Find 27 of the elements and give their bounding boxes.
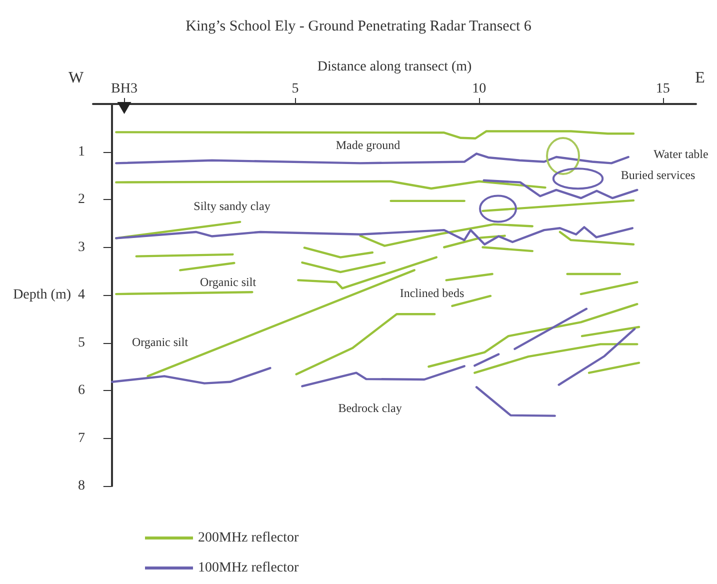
legend-label: 100MHz reflector: [198, 560, 300, 576]
y-tick-label: 6: [78, 383, 85, 398]
annotation: Organic silt: [200, 275, 257, 289]
annotation: Water table: [654, 147, 708, 161]
y-tick-label: 3: [78, 240, 85, 255]
annotation: Organic silt: [132, 335, 189, 349]
y-axis-title: Depth (m): [13, 288, 72, 302]
x-tick-label: 5: [292, 82, 299, 96]
y-tick-label: 2: [78, 192, 85, 207]
legend-label: 200MHz reflector: [198, 530, 300, 546]
x-tick-label: 10: [472, 82, 486, 96]
annotation: Bedrock clay: [338, 401, 402, 415]
y-tick-label: 5: [78, 335, 85, 350]
x-tick-label: BH3: [111, 82, 138, 96]
y-tick-label: 1: [78, 144, 85, 160]
y-tick-label: 8: [78, 478, 85, 494]
annotation: Made ground: [336, 138, 400, 152]
x-axis-title: Distance along transect (m): [317, 60, 472, 74]
chart-title: King’s School Ely - Ground Penetrating Radar Transect 6: [186, 18, 532, 34]
x-tick-label: 15: [656, 82, 670, 96]
y-tick-label: 7: [78, 430, 85, 446]
text: W: [68, 70, 84, 86]
y-tick-label: 4: [78, 288, 85, 302]
annotation: Buried services: [620, 168, 696, 182]
annotation: Silty sandy clay: [194, 199, 270, 213]
text: E: [695, 70, 705, 86]
annotation: Inclined beds: [400, 286, 464, 300]
